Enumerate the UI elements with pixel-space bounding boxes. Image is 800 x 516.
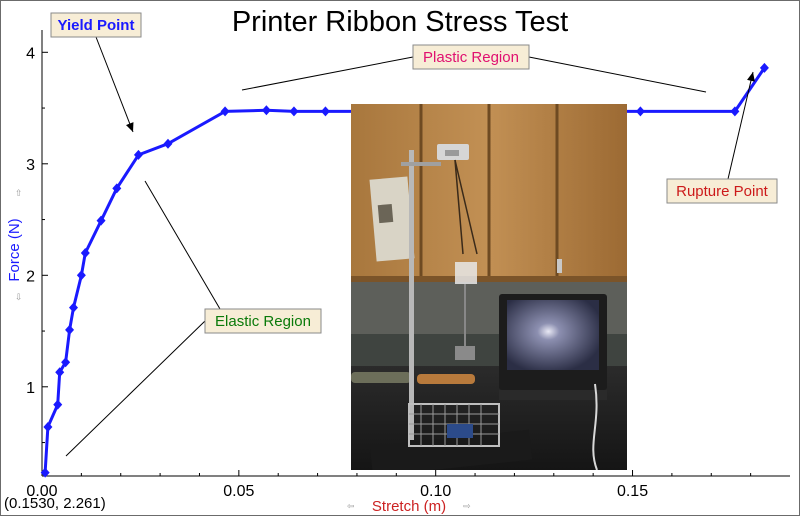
cursor-coordinate-readout: (0.1530, 2.261) — [4, 495, 106, 512]
x-axis-arrow-right-icon[interactable]: ⇨ — [463, 502, 471, 512]
y-axis-label-group: Force (N) — [6, 218, 23, 281]
data-point[interactable] — [68, 302, 78, 313]
y-tick-label: 3 — [26, 157, 35, 174]
annotation-label: Rupture Point — [676, 183, 769, 200]
x-tick-label: 0.00 — [26, 483, 57, 500]
chart-title: Printer Ribbon Stress Test — [232, 6, 568, 38]
y-axis-arrow-up-icon[interactable]: ⇧ — [15, 189, 23, 199]
data-point[interactable] — [112, 183, 122, 194]
data-point[interactable] — [759, 62, 769, 73]
data-point[interactable] — [730, 106, 740, 117]
annotation-label: Elastic Region — [215, 313, 311, 330]
data-point[interactable] — [163, 138, 173, 149]
data-point[interactable] — [76, 270, 86, 281]
annotation-leader — [144, 180, 221, 310]
data-point[interactable] — [96, 215, 106, 226]
annotation-box — [204, 308, 322, 334]
x-ticks: 0.00 0.05 0.10 0.15 — [26, 470, 752, 500]
y-tick-label: 1 — [26, 380, 35, 397]
annotation-box — [50, 12, 142, 38]
data-point[interactable] — [320, 106, 330, 117]
annotation-box — [412, 44, 530, 70]
annotation-leader — [65, 320, 206, 457]
data-point[interactable] — [65, 324, 75, 335]
annotation-arrowhead — [126, 122, 134, 132]
data-point[interactable] — [133, 149, 143, 160]
annotation-label: Yield Point — [58, 17, 135, 34]
annotation-leader — [528, 56, 707, 93]
data-point[interactable] — [261, 105, 271, 116]
y-tick-label: 4 — [26, 45, 35, 62]
data-point[interactable] — [61, 357, 71, 368]
data-point[interactable] — [289, 106, 299, 117]
data-point[interactable] — [40, 467, 50, 478]
annotation-layer: Yield Point Plastic Region Elastic Region R… — [50, 12, 778, 457]
x-tick-label: 0.10 — [420, 483, 451, 500]
annotation-leader — [727, 71, 754, 180]
y-axis-arrow-down-icon[interactable]: ⇩ — [15, 293, 23, 303]
data-point[interactable] — [55, 367, 65, 378]
x-tick-label: 0.05 — [223, 483, 254, 500]
data-point[interactable] — [80, 248, 90, 258]
annotation-leader — [241, 56, 414, 91]
annotation-arrowhead — [747, 72, 755, 82]
x-axis-arrow-left-icon[interactable]: ⇦ — [347, 502, 355, 512]
y-axis-label: Force (N) — [6, 218, 23, 281]
x-axis-label: Stretch (m) — [372, 498, 446, 515]
y-ticks: 1 2 3 4 — [26, 45, 48, 444]
annotation-label: Plastic Region — [423, 49, 519, 66]
y-tick-label: 2 — [26, 268, 35, 285]
annotation-box — [666, 178, 778, 204]
data-point[interactable] — [53, 399, 63, 410]
apparatus-photo — [351, 104, 627, 470]
annotation-leader — [95, 36, 134, 133]
x-tick-label: 0.15 — [617, 483, 648, 500]
data-point[interactable] — [220, 106, 230, 117]
data-point[interactable] — [43, 421, 53, 432]
data-point[interactable] — [635, 106, 645, 117]
